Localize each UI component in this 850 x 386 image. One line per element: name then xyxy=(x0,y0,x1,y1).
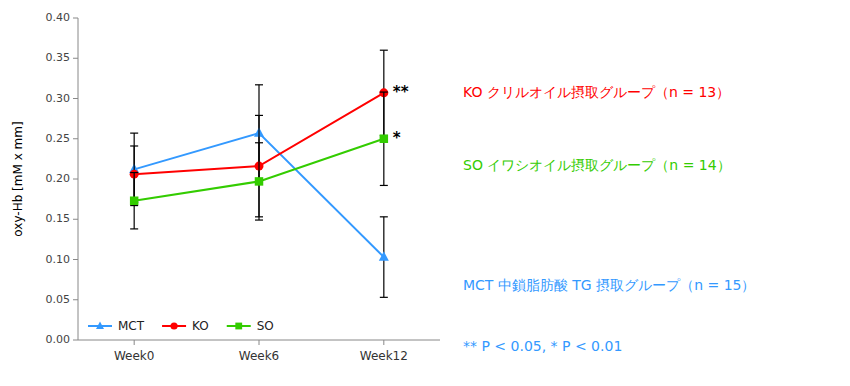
y-tick-label: 0.20 xyxy=(46,172,71,185)
y-tick xyxy=(73,138,78,139)
error-bar xyxy=(380,92,388,185)
error-cap xyxy=(380,297,388,298)
error-cap xyxy=(130,172,138,173)
y-tick xyxy=(73,98,78,99)
error-cap xyxy=(380,185,388,186)
note: SO イワシオイル摂取グループ（n = 14） xyxy=(463,157,731,173)
y-tick-label: 0.15 xyxy=(46,212,71,225)
data-point xyxy=(255,177,264,186)
significance-labels: *** xyxy=(393,83,409,147)
legend-label: MCT xyxy=(118,319,145,333)
error-cap xyxy=(255,219,263,220)
error-bar xyxy=(380,217,388,297)
legend-item: MCT xyxy=(88,319,145,333)
legend-marker xyxy=(235,323,242,330)
y-tick xyxy=(73,340,78,341)
significance-label: * xyxy=(393,129,401,147)
legend: MCT KO SO xyxy=(88,319,274,333)
y-tick xyxy=(73,219,78,220)
error-cap xyxy=(255,84,263,85)
y-tick-label: 0.35 xyxy=(46,51,71,64)
y-tick xyxy=(73,58,78,59)
notes: KO クリルオイル摂取グループ（n = 13） SO イワシオイル摂取グループ（n… xyxy=(463,84,755,354)
y-tick xyxy=(73,18,78,19)
y-tick xyxy=(73,179,78,180)
legend-label: SO xyxy=(257,319,274,333)
x-tick-label: Week12 xyxy=(360,349,408,363)
note: MCT 中鎖脂肪酸 TG 摂取グループ（n = 15） xyxy=(463,277,755,293)
x-tick-label: Week0 xyxy=(114,349,155,363)
significance-label: ** xyxy=(393,83,409,101)
error-cap xyxy=(380,50,388,51)
y-tick-label: 0.05 xyxy=(46,293,71,306)
chart: 0.00 0.05 0.10 0.15 0.20 0.25 0.30 0.35 0.40 oxy-… xyxy=(0,0,850,386)
legend-marker xyxy=(96,321,104,329)
legend-item: KO xyxy=(162,319,209,333)
y-axis-label: oxy-Hb [mM x mm] xyxy=(11,121,25,236)
x-axis: Week0 Week6 Week12 xyxy=(78,340,440,363)
series xyxy=(129,85,389,298)
note: KO クリルオイル摂取グループ（n = 13） xyxy=(463,84,730,100)
error-bar xyxy=(130,173,138,229)
error-cap xyxy=(255,142,263,143)
error-cap xyxy=(130,145,138,146)
error-cap xyxy=(255,115,263,116)
error-cap xyxy=(380,216,388,217)
plot-area xyxy=(129,50,389,297)
y-tick xyxy=(73,259,78,260)
series xyxy=(130,92,388,229)
error-cap xyxy=(380,91,388,92)
y-tick-label: 0.10 xyxy=(46,253,71,266)
x-tick xyxy=(259,340,260,345)
y-tick-label: 0.30 xyxy=(46,92,71,105)
y-tick-label: 0.40 xyxy=(46,11,71,24)
legend-item: SO xyxy=(227,319,274,333)
legend-label: KO xyxy=(192,319,209,333)
error-bar xyxy=(255,143,263,220)
x-tick xyxy=(134,340,135,345)
legend-marker xyxy=(170,322,177,329)
data-point xyxy=(379,251,389,260)
series-line xyxy=(134,133,384,257)
data-point xyxy=(130,196,139,205)
x-tick-label: Week6 xyxy=(239,349,280,363)
error-cap xyxy=(130,133,138,134)
y-axis: 0.00 0.05 0.10 0.15 0.20 0.25 0.30 0.35 0.40 xyxy=(46,11,79,346)
x-tick xyxy=(383,340,384,345)
y-tick-label: 0.25 xyxy=(46,132,71,145)
note: ** P < 0.05, * P < 0.01 xyxy=(463,338,622,354)
y-tick-label: 0.00 xyxy=(46,333,71,346)
error-cap xyxy=(130,228,138,229)
data-point xyxy=(380,135,389,144)
y-tick xyxy=(73,299,78,300)
